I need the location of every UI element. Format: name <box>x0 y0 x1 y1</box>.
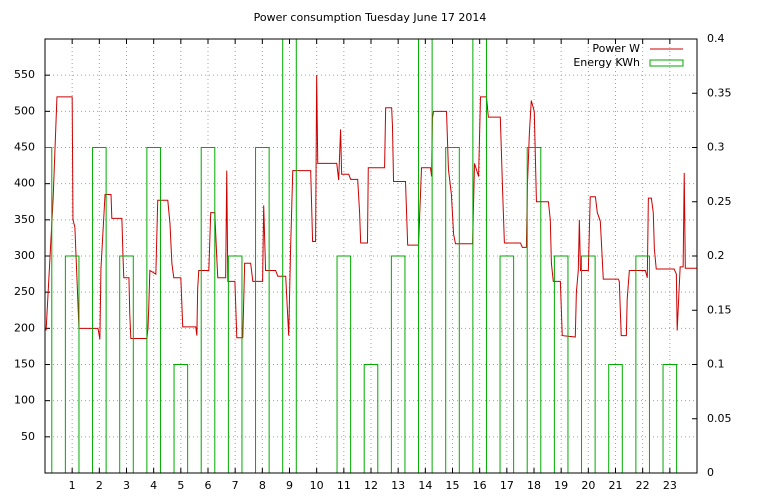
energy-box <box>92 147 107 473</box>
y-tick-label: 150 <box>14 358 35 371</box>
x-tick-label: 11 <box>337 479 351 492</box>
energy-box <box>662 364 678 473</box>
x-tick-label: 9 <box>286 479 293 492</box>
energy-box <box>553 255 569 473</box>
x-tick-label: 23 <box>663 479 677 492</box>
x-tick-label: 7 <box>232 479 239 492</box>
energy-box <box>282 39 297 473</box>
x-tick-label: 6 <box>205 479 212 492</box>
energy-box <box>45 147 53 473</box>
legend-box <box>649 59 684 67</box>
plot-area <box>45 39 697 473</box>
legend-label: Energy KWh <box>573 56 640 69</box>
y-tick-label: 550 <box>14 68 35 81</box>
x-tick-label: 14 <box>418 479 432 492</box>
energy-box <box>418 39 433 473</box>
y2-tick-label: 0.35 <box>707 86 732 99</box>
x-tick-label: 20 <box>581 479 595 492</box>
power-line <box>45 75 697 340</box>
energy-box <box>472 39 487 473</box>
y2-tick-label: 0.1 <box>707 358 725 371</box>
x-tick-label: 4 <box>150 479 157 492</box>
energy-box <box>64 255 80 473</box>
x-tick-label: 8 <box>259 479 266 492</box>
x-tick-label: 2 <box>96 479 103 492</box>
energy-box <box>581 255 596 473</box>
x-tick-label: 3 <box>123 479 130 492</box>
energy-box <box>200 147 216 473</box>
y-tick-label: 250 <box>14 285 35 298</box>
x-tick-label: 13 <box>391 479 405 492</box>
energy-box <box>363 364 379 473</box>
x-tick-label: 5 <box>177 479 184 492</box>
y-tick-label: 50 <box>21 430 35 443</box>
y2-tick-label: 0.25 <box>707 195 732 208</box>
x-tick-label: 18 <box>527 479 541 492</box>
y2-tick-label: 0.2 <box>707 249 725 262</box>
plot-border <box>44 38 698 474</box>
energy-box <box>608 364 623 473</box>
energy-box <box>146 147 161 473</box>
energy-box <box>119 255 134 473</box>
energy-box <box>499 255 515 473</box>
x-tick-label: 19 <box>554 479 568 492</box>
legend-label: Power W <box>592 42 640 55</box>
x-tick-label: 10 <box>310 479 324 492</box>
x-tick-label: 17 <box>500 479 514 492</box>
y2-tick-label: 0.4 <box>707 32 725 45</box>
energy-box <box>445 147 460 473</box>
y-tick-label: 100 <box>14 394 35 407</box>
y-tick-label: 400 <box>14 177 35 190</box>
energy-box <box>390 255 406 473</box>
x-tick-label: 22 <box>636 479 650 492</box>
energy-box <box>255 147 270 473</box>
y2-tick-label: 0 <box>707 466 714 479</box>
energy-box <box>635 255 650 473</box>
x-tick-label: 1 <box>69 479 76 492</box>
y-tick-label: 450 <box>14 141 35 154</box>
y2-tick-label: 0.15 <box>707 303 732 316</box>
energy-box <box>336 255 352 473</box>
y-tick-label: 200 <box>14 321 35 334</box>
y2-tick-label: 0.05 <box>707 412 732 425</box>
y-tick-label: 300 <box>14 249 35 262</box>
energy-box <box>526 147 542 473</box>
x-tick-label: 16 <box>473 479 487 492</box>
energy-box <box>173 364 189 473</box>
x-tick-label: 12 <box>364 479 378 492</box>
x-tick-label: 15 <box>446 479 460 492</box>
y2-tick-label: 0.3 <box>707 141 725 154</box>
x-tick-label: 21 <box>609 479 623 492</box>
y-tick-label: 500 <box>14 104 35 117</box>
y-tick-label: 350 <box>14 213 35 226</box>
chart-title: Power consumption Tuesday June 17 2014 <box>254 11 487 24</box>
energy-box <box>227 255 243 473</box>
